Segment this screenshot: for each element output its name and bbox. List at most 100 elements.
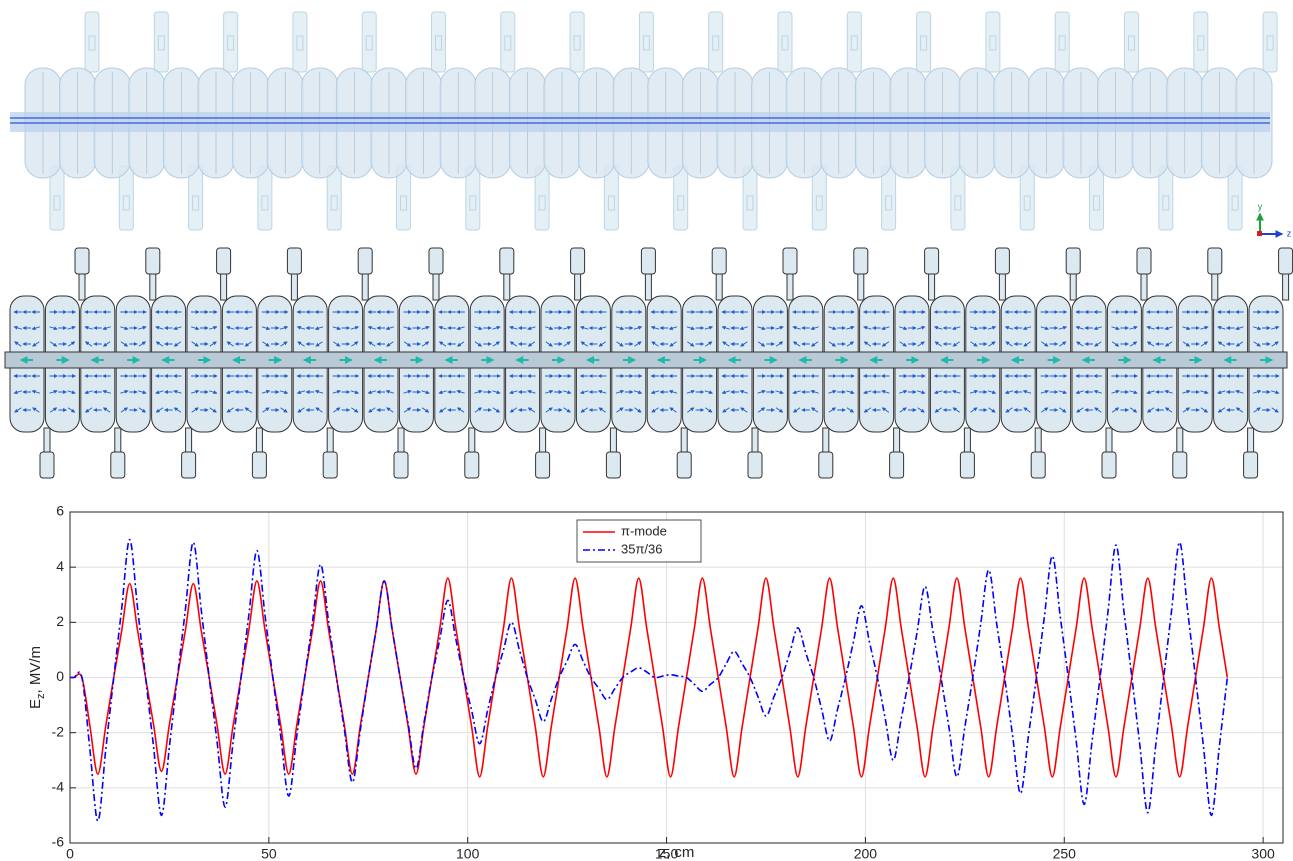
x-axis-label: z, cm (659, 844, 695, 861)
field-arrow (917, 390, 926, 395)
coupler-stem (1140, 271, 1148, 301)
coupler-stem (397, 427, 405, 455)
coupler-paddle (357, 247, 373, 275)
field-arrow (138, 325, 147, 330)
coupler-slot (642, 35, 650, 51)
field-arrow (668, 326, 678, 331)
field-arrow (668, 389, 678, 394)
field-arrow (438, 341, 447, 347)
field-arrow (863, 341, 872, 347)
coupler-slot (746, 195, 754, 211)
coupler (777, 11, 793, 73)
field-arrow (579, 325, 589, 330)
field-arrow (403, 407, 412, 413)
field-arrow (757, 389, 766, 394)
field-arrow (563, 341, 571, 347)
field-arrow (739, 389, 748, 394)
field-arrow (792, 390, 801, 395)
field-arrow (650, 325, 660, 330)
field-arrow (633, 325, 643, 330)
field-arrow (438, 390, 447, 395)
coupler-stem (114, 427, 122, 455)
field-arrow (1058, 390, 1068, 395)
field-arrow (191, 326, 200, 331)
field-arrow (492, 390, 501, 395)
field-arrow (492, 341, 501, 347)
field-arrow (209, 325, 218, 330)
field-arrow (67, 407, 76, 413)
field-arrow (1235, 326, 1244, 331)
field-arrow (474, 407, 483, 413)
field-arrow (1235, 389, 1244, 394)
field-arrow (226, 341, 234, 347)
coupler-slot (607, 195, 615, 211)
coupler-stem (928, 271, 936, 301)
x-tick-label: 200 (854, 846, 878, 861)
coupler-stem (468, 427, 476, 455)
field-arrow (740, 341, 748, 347)
coupler-slot (157, 35, 165, 51)
field-arrow (899, 407, 907, 413)
x-tick-label: 150 (655, 846, 679, 861)
field-arrow (367, 325, 376, 330)
field-arrow (686, 389, 696, 394)
field-arrow (67, 390, 76, 395)
field-arrow (1200, 407, 1209, 413)
field-arrow (226, 407, 234, 413)
field-arrow (296, 325, 306, 330)
field-arrow (456, 326, 465, 331)
field-arrow (545, 407, 553, 413)
field-arrow (474, 341, 483, 347)
field-arrow (951, 389, 961, 394)
field-arrow (1059, 407, 1067, 413)
field-arrow (651, 407, 659, 413)
field-arrow (209, 341, 217, 347)
coupler-paddle (570, 247, 586, 275)
field-arrow (1129, 407, 1138, 413)
coupler-slot (1058, 35, 1066, 51)
field-arrow (1094, 407, 1102, 413)
coupler-slot (1197, 35, 1205, 51)
coupler-stem (893, 427, 901, 455)
coupler-stem (255, 427, 263, 455)
field-arrow (1271, 407, 1279, 413)
coupler-slot (469, 195, 477, 211)
field-arrow (1076, 341, 1084, 347)
coupler-stem (857, 271, 865, 301)
field-arrow (261, 326, 271, 331)
coupler-stem (326, 427, 334, 455)
field-arrow (633, 390, 643, 395)
field-arrow (899, 326, 908, 331)
field-arrow (1253, 326, 1262, 331)
field-arrow (102, 341, 111, 347)
field-arrow (863, 407, 872, 413)
coupler-paddle (711, 247, 727, 275)
field-arrow (385, 389, 394, 394)
field-arrow (403, 326, 412, 331)
field-arrow (403, 341, 412, 347)
field-arrow (917, 341, 925, 347)
field-arrow (191, 389, 200, 394)
field-arrow (828, 341, 837, 347)
field-arrow (1217, 390, 1226, 395)
field-arrow (509, 341, 518, 347)
coupler-slot (1023, 195, 1031, 211)
field-arrow (173, 326, 182, 331)
field-arrow (385, 326, 394, 331)
coupler (708, 11, 724, 73)
field-arrow (863, 325, 872, 330)
field-arrow (509, 390, 518, 395)
field-arrow (1271, 341, 1279, 347)
coupler-stem (822, 427, 830, 455)
coupler-paddle (322, 451, 338, 479)
field-arrow (527, 341, 536, 347)
coupler-stem (786, 271, 794, 301)
field-arrow (828, 407, 837, 413)
coupler-slot (1231, 195, 1239, 211)
field-arrow (333, 341, 341, 347)
coupler-paddle (994, 247, 1010, 275)
coupler-paddle (1207, 247, 1223, 275)
coupler-paddle (428, 247, 444, 275)
field-arrow (297, 407, 305, 413)
